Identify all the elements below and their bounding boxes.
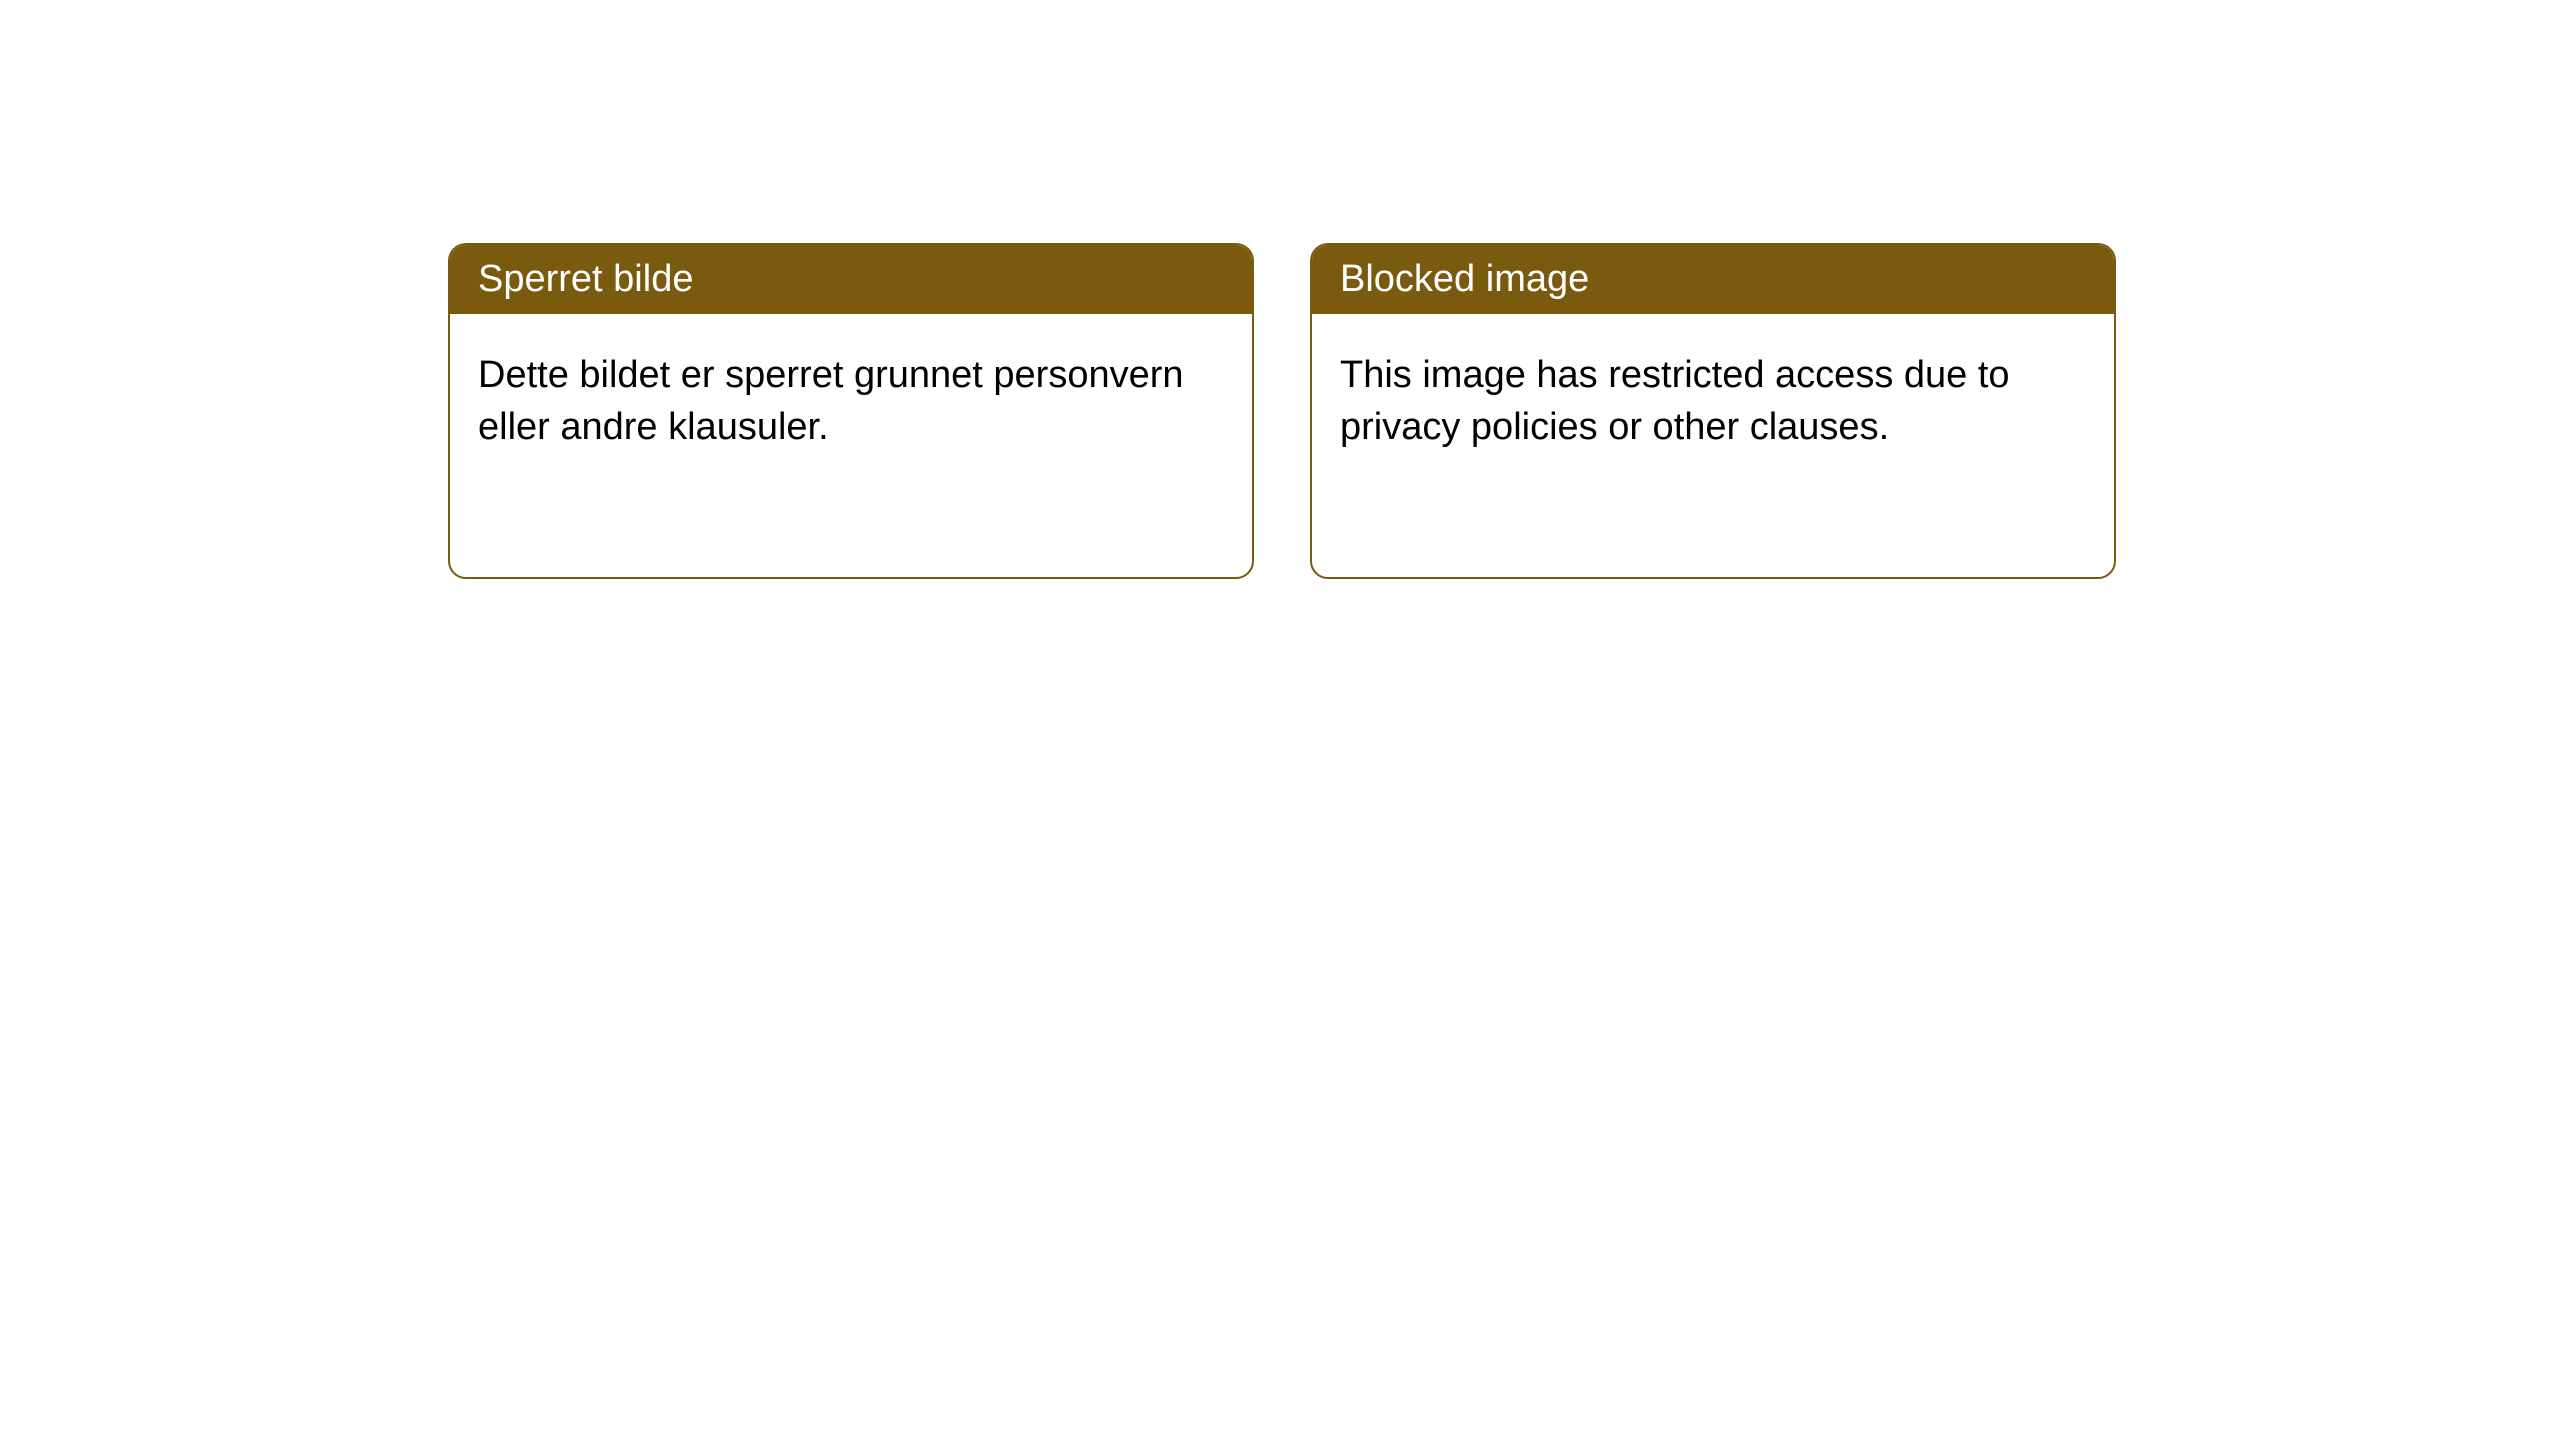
notice-container: Sperret bilde Dette bildet er sperret gr… xyxy=(0,0,2560,579)
notice-card-title: Blocked image xyxy=(1312,245,2114,314)
notice-card-norwegian: Sperret bilde Dette bildet er sperret gr… xyxy=(448,243,1254,579)
notice-card-body: This image has restricted access due to … xyxy=(1312,314,2114,489)
notice-card-title: Sperret bilde xyxy=(450,245,1252,314)
notice-card-english: Blocked image This image has restricted … xyxy=(1310,243,2116,579)
notice-card-body: Dette bildet er sperret grunnet personve… xyxy=(450,314,1252,489)
